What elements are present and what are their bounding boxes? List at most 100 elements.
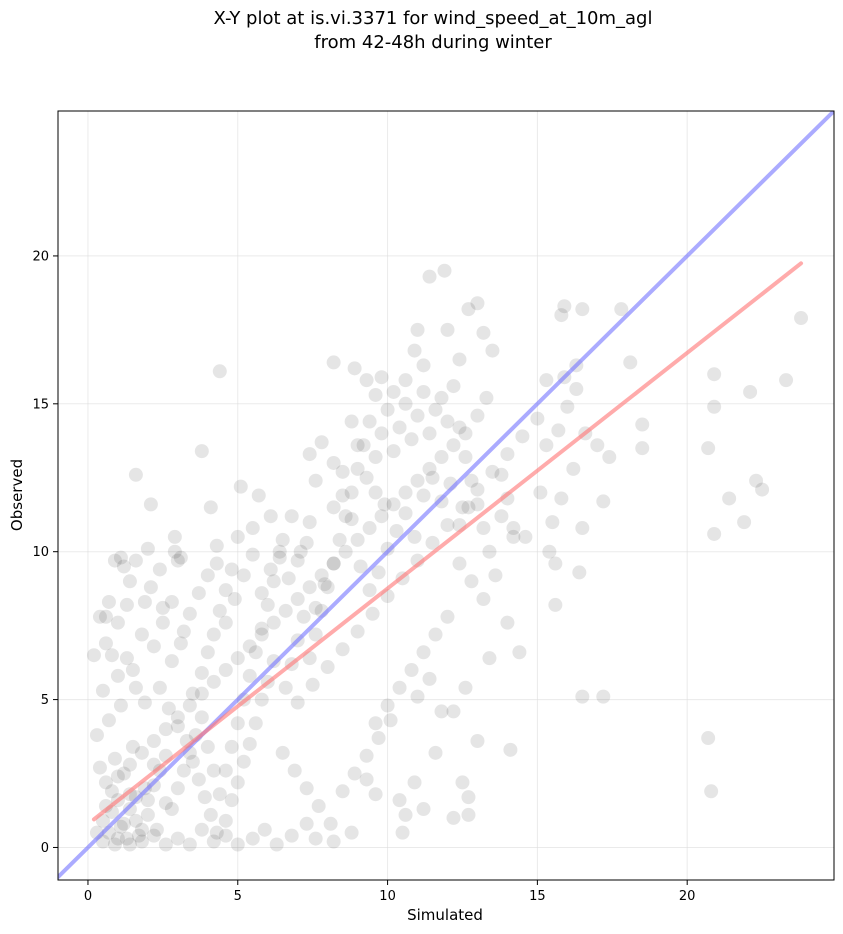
- data-point: [344, 825, 359, 840]
- data-point: [380, 541, 395, 556]
- data-point: [452, 352, 467, 367]
- points-layer: [86, 263, 809, 852]
- data-point: [623, 355, 638, 370]
- data-point: [218, 763, 233, 778]
- data-point: [362, 583, 377, 598]
- data-point: [269, 837, 284, 852]
- data-point: [164, 594, 179, 609]
- data-point: [335, 488, 350, 503]
- data-point: [284, 509, 299, 524]
- data-point: [422, 269, 437, 284]
- data-point: [194, 444, 209, 459]
- data-point: [500, 615, 515, 630]
- x-tick-label: 20: [679, 889, 696, 904]
- data-point: [350, 461, 365, 476]
- data-point: [281, 571, 296, 586]
- data-point: [314, 435, 329, 450]
- data-point: [212, 603, 227, 618]
- data-point: [128, 813, 143, 828]
- data-point: [485, 343, 500, 358]
- data-point: [704, 784, 719, 799]
- data-point: [554, 308, 569, 323]
- data-point: [551, 423, 566, 438]
- data-point: [326, 556, 341, 571]
- data-point: [440, 609, 455, 624]
- data-point: [545, 515, 560, 530]
- data-point: [737, 515, 752, 530]
- data-point: [212, 787, 227, 802]
- data-point: [170, 781, 185, 796]
- data-point: [308, 831, 323, 846]
- data-point: [434, 494, 449, 509]
- data-point: [317, 577, 332, 592]
- data-point: [122, 574, 137, 589]
- grid-layer: [58, 111, 834, 880]
- data-point: [191, 772, 206, 787]
- data-point: [302, 515, 317, 530]
- data-point: [296, 609, 311, 624]
- data-point: [140, 541, 155, 556]
- data-point: [98, 609, 113, 624]
- data-point: [365, 606, 380, 621]
- data-point: [122, 837, 137, 852]
- data-point: [422, 461, 437, 476]
- data-point: [275, 532, 290, 547]
- data-point: [503, 742, 518, 757]
- data-point: [359, 470, 374, 485]
- data-point: [182, 606, 197, 621]
- data-point: [116, 816, 131, 831]
- data-point: [359, 748, 374, 763]
- data-point: [353, 559, 368, 574]
- data-point: [260, 597, 275, 612]
- data-point: [707, 367, 722, 382]
- data-point: [302, 447, 317, 462]
- data-point: [311, 799, 326, 814]
- data-point: [230, 651, 245, 666]
- data-point: [242, 736, 257, 751]
- data-point: [302, 580, 317, 595]
- data-point: [203, 807, 218, 822]
- data-point: [101, 594, 116, 609]
- data-point: [347, 361, 362, 376]
- data-point: [308, 473, 323, 488]
- data-point: [362, 414, 377, 429]
- data-point: [161, 701, 176, 716]
- data-point: [107, 837, 122, 852]
- data-point: [506, 529, 521, 544]
- data-point: [230, 775, 245, 790]
- data-point: [434, 390, 449, 405]
- data-point: [308, 600, 323, 615]
- data-point: [251, 488, 266, 503]
- data-point: [158, 722, 173, 737]
- data-point: [290, 592, 305, 607]
- data-point: [458, 680, 473, 695]
- data-point: [542, 544, 557, 559]
- data-point: [506, 521, 521, 536]
- data-point: [539, 373, 554, 388]
- data-point: [212, 364, 227, 379]
- data-point: [200, 568, 215, 583]
- data-point: [170, 831, 185, 846]
- data-point: [137, 695, 152, 710]
- data-point: [437, 263, 452, 278]
- data-point: [107, 751, 122, 766]
- data-point: [116, 766, 131, 781]
- data-point: [110, 769, 125, 784]
- data-point: [104, 648, 119, 663]
- data-point: [470, 733, 485, 748]
- data-point: [101, 713, 116, 728]
- data-point: [416, 488, 431, 503]
- data-point: [119, 597, 134, 612]
- data-point: [548, 597, 563, 612]
- x-tick-label: 0: [84, 889, 92, 904]
- data-point: [182, 837, 197, 852]
- data-point: [488, 568, 503, 583]
- data-point: [446, 438, 461, 453]
- data-point: [230, 837, 245, 852]
- lines-layer: [58, 111, 834, 880]
- chart-title-line-1: X-Y plot at is.vi.3371 for wind_speed_at…: [214, 8, 653, 29]
- data-point: [254, 627, 269, 642]
- data-point: [422, 671, 437, 686]
